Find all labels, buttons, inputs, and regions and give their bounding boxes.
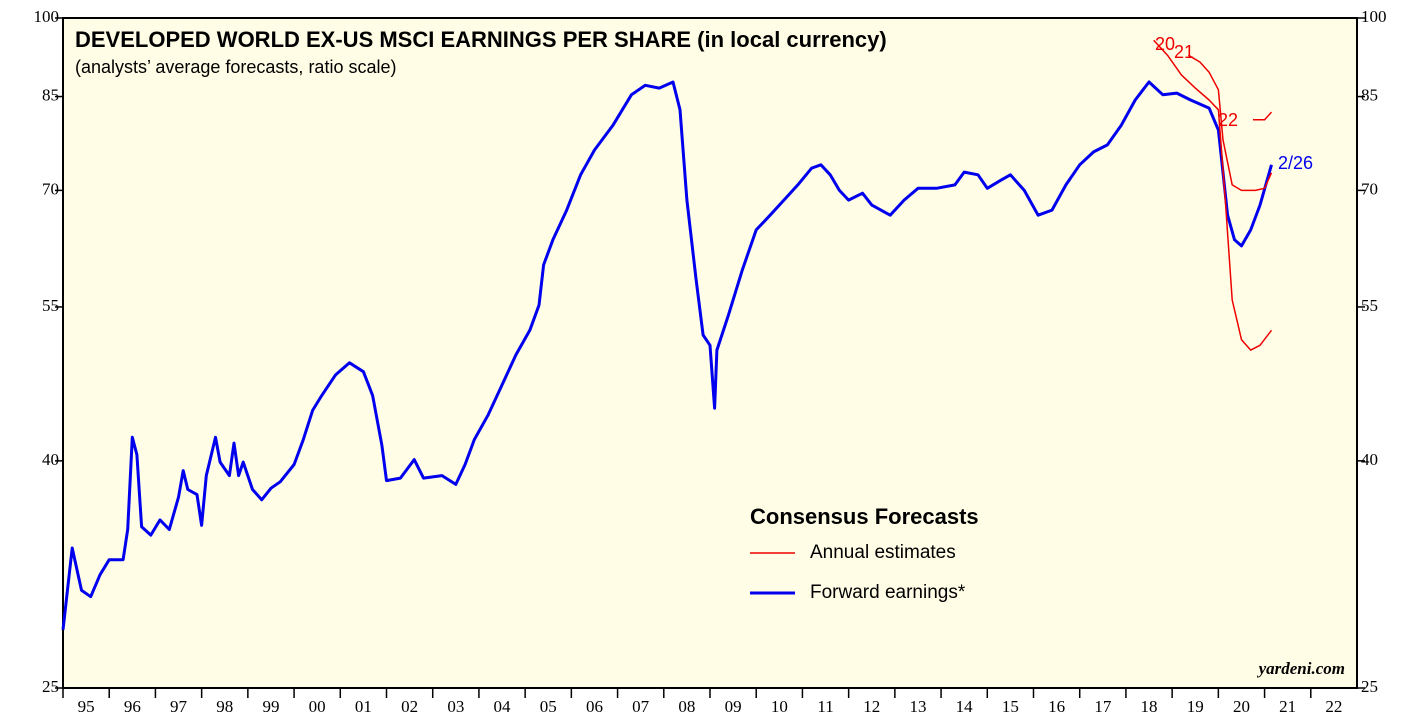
legend-title: Consensus Forecasts xyxy=(750,504,979,529)
y-tick-label: 25 xyxy=(1361,677,1378,696)
chart-title: DEVELOPED WORLD EX-US MSCI EARNINGS PER … xyxy=(75,27,887,52)
x-tick-label: 19 xyxy=(1187,697,1204,716)
y-tick-label: 55 xyxy=(1361,296,1378,315)
series-line xyxy=(1187,54,1273,192)
series-line xyxy=(61,80,1273,630)
x-tick-label: 02 xyxy=(401,697,418,716)
y-tick-label: 85 xyxy=(42,85,59,104)
x-tick-label: 12 xyxy=(863,697,880,716)
x-tick-label: 08 xyxy=(678,697,695,716)
y-tick-label: 70 xyxy=(42,179,59,198)
y-tick-label: 85 xyxy=(1361,85,1378,104)
x-tick-label: 07 xyxy=(632,697,650,716)
chart-subtitle: (analysts’ average forecasts, ratio scal… xyxy=(75,57,396,77)
x-tick-label: 04 xyxy=(494,697,512,716)
x-tick-label: 97 xyxy=(170,697,188,716)
x-tick-label: 11 xyxy=(817,697,833,716)
x-tick-label: 10 xyxy=(771,697,788,716)
y-tick-label: 25 xyxy=(42,677,59,696)
x-tick-label: 01 xyxy=(355,697,372,716)
series-line xyxy=(1153,39,1273,351)
x-tick-label: 99 xyxy=(262,697,279,716)
y-tick-label: 40 xyxy=(1361,450,1378,469)
x-tick-label: 96 xyxy=(124,697,141,716)
y-tick-label: 100 xyxy=(34,7,60,26)
x-tick-label: 14 xyxy=(956,697,974,716)
annotation: 20 xyxy=(1155,34,1175,54)
x-tick-label: 09 xyxy=(725,697,742,716)
x-tick-label: 13 xyxy=(909,697,926,716)
source: yardeni.com xyxy=(1257,659,1345,678)
x-tick-label: 05 xyxy=(540,697,557,716)
annotation: 22 xyxy=(1218,110,1238,130)
legend-label: Forward earnings* xyxy=(810,582,966,603)
x-tick-label: 15 xyxy=(1002,697,1019,716)
y-tick-label: 70 xyxy=(1361,179,1378,198)
x-tick-label: 98 xyxy=(216,697,233,716)
x-tick-label: 17 xyxy=(1094,697,1112,716)
y-tick-label: 100 xyxy=(1361,7,1387,26)
x-tick-label: 18 xyxy=(1141,697,1158,716)
x-tick-label: 21 xyxy=(1279,697,1296,716)
x-tick-label: 95 xyxy=(78,697,95,716)
x-tick-label: 06 xyxy=(586,697,603,716)
legend-label: Annual estimates xyxy=(810,542,956,563)
x-tick-label: 16 xyxy=(1048,697,1065,716)
x-tick-label: 22 xyxy=(1325,697,1342,716)
annotation: 2/26 xyxy=(1278,153,1313,173)
y-tick-label: 55 xyxy=(42,296,59,315)
annotation: 21 xyxy=(1174,42,1194,62)
x-tick-label: 00 xyxy=(309,697,326,716)
series-line xyxy=(1253,111,1273,121)
x-tick-label: 03 xyxy=(447,697,464,716)
x-tick-label: 20 xyxy=(1233,697,1250,716)
y-tick-label: 40 xyxy=(42,450,59,469)
